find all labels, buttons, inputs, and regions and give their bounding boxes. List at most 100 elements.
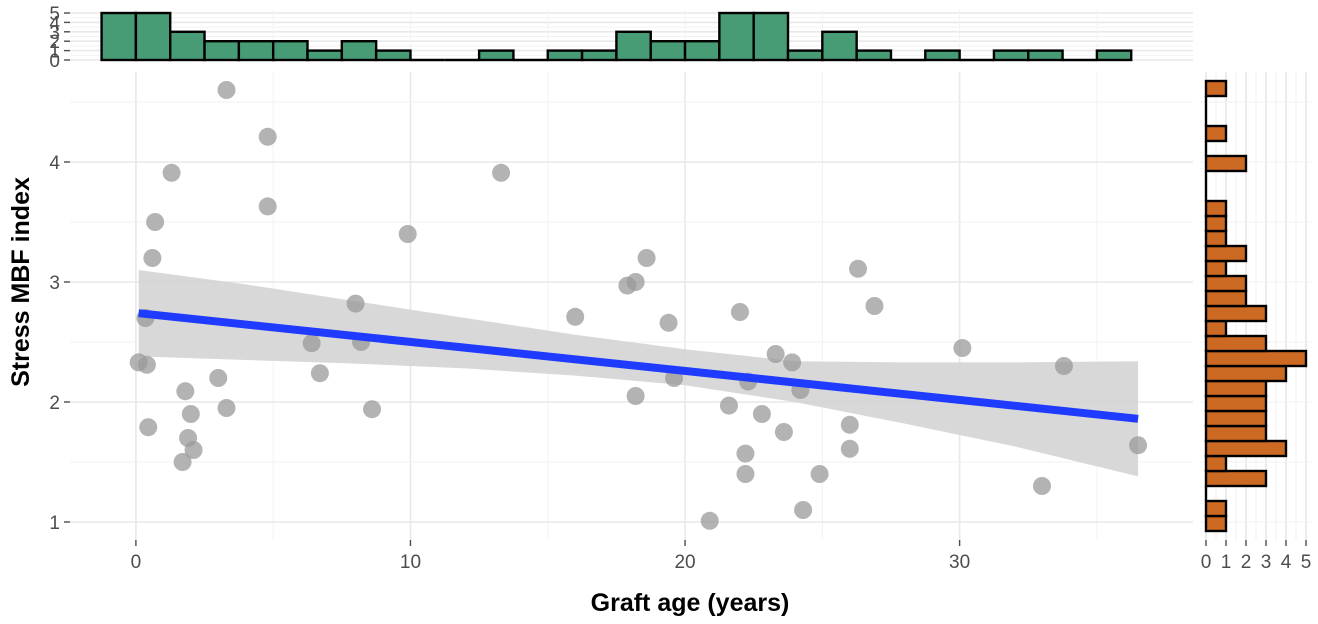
top-hist-y-tick-label: 4 (49, 13, 60, 34)
right-histogram-bar (1204, 304, 1268, 323)
confidence-band-layer (138, 270, 1139, 477)
right-histogram-bar (1204, 349, 1308, 368)
right-histogram-bars (1204, 79, 1308, 533)
trend-line-layer (138, 309, 1139, 423)
top-histogram-bar (100, 11, 138, 62)
scatter-point (774, 423, 793, 441)
top-histogram-bar (786, 49, 824, 62)
scatter-point (849, 259, 868, 278)
trend-line (138, 309, 1139, 423)
scatter-point (258, 127, 277, 146)
y-axis-title: Stress MBF index (7, 177, 35, 387)
scatter-point (258, 197, 277, 216)
scatter-point (302, 334, 321, 353)
scatter-point (181, 405, 200, 423)
top-histogram-bar (477, 49, 515, 62)
scatter-point (217, 399, 236, 417)
top-hist-y-tick-label: 2 (49, 32, 60, 53)
scatter-point (1054, 357, 1073, 375)
axis-ticks (64, 12, 1307, 546)
scatter-point (810, 465, 829, 483)
top-histogram-bar (855, 49, 893, 62)
right-histogram-bar (1204, 199, 1228, 218)
y-tick-label: 4 (49, 153, 60, 174)
right-histogram-bar (1204, 214, 1228, 233)
right-histogram-bar (1204, 499, 1228, 518)
scatter-point (139, 418, 158, 437)
scatter-point (719, 396, 738, 415)
x-tick-label: 20 (674, 552, 695, 573)
right-histogram-bar (1204, 394, 1268, 413)
scatter-point (626, 273, 645, 291)
top-hist-y-tick-label: 1 (49, 42, 60, 63)
top-histogram-bar (237, 40, 275, 62)
top-histogram-bar (1095, 49, 1133, 62)
top-hist-y-tick-label: 3 (49, 23, 60, 44)
right-histogram-bar (1204, 364, 1288, 383)
scatter-point (752, 405, 771, 423)
scatter-point (398, 225, 417, 243)
top-histogram-bar (752, 11, 790, 62)
top-histogram-bar (580, 49, 618, 62)
scatter-point (736, 465, 755, 483)
top-histogram-bar (340, 40, 378, 62)
right-hist-x-tick-label: 0 (1201, 552, 1212, 573)
top-hist-y-tick-label: 5 (49, 4, 60, 25)
scatter-point (700, 511, 719, 530)
scatter-point (209, 369, 228, 387)
scatter-point (953, 339, 972, 357)
right-histogram-bar (1204, 514, 1228, 533)
scatter-point (840, 415, 859, 434)
right-hist-x-tick-label: 5 (1301, 552, 1312, 573)
top-histogram-bar (271, 40, 309, 62)
scatter-point (173, 453, 192, 471)
scatter-point (736, 444, 755, 463)
right-hist-x-tick-label: 4 (1281, 552, 1292, 573)
scatter-point (865, 297, 884, 315)
right-histogram-bar (1204, 439, 1288, 458)
top-histogram-bar (992, 49, 1030, 62)
scatter-point (146, 213, 165, 231)
right-hist-x-tick-label: 1 (1221, 552, 1232, 573)
right-histogram-bar (1204, 319, 1228, 338)
top-histogram-bar (203, 40, 241, 62)
right-histogram-bar (1204, 289, 1248, 308)
right-histogram-bar (1204, 454, 1228, 473)
x-tick-label: 30 (949, 552, 970, 573)
right-histogram-bar (1204, 244, 1248, 263)
top-histogram-bar (718, 11, 755, 62)
top-histogram-bar (1027, 49, 1064, 62)
top-histogram-bar (546, 49, 584, 62)
top-histogram-bars (100, 11, 1133, 62)
top-histogram-bar (649, 40, 687, 62)
right-histogram-bar (1204, 124, 1228, 143)
scatter-point (637, 249, 656, 267)
right-histogram-bar (1204, 469, 1268, 488)
scatter-point (626, 387, 645, 405)
scatter-point (176, 382, 195, 401)
right-histogram-bar (1204, 154, 1248, 173)
right-histogram-bar (1204, 334, 1268, 353)
scatter-point (566, 307, 585, 326)
top-histogram-bar (306, 49, 344, 62)
right-histogram-bar (1204, 274, 1248, 293)
scatter-point (492, 163, 511, 182)
scatter-point (730, 303, 749, 321)
top-histogram-bar (374, 49, 412, 62)
scatter-point (184, 441, 203, 459)
right-histogram-bar (1204, 409, 1268, 428)
scatter-point (783, 353, 802, 372)
right-histogram-bar (1204, 229, 1228, 248)
x-tick-label: 10 (400, 552, 421, 573)
top-hist-y-tick-label: 0 (49, 51, 60, 72)
y-tick-label: 3 (49, 273, 60, 294)
top-histogram-bar (924, 49, 961, 62)
scatter-point (363, 400, 382, 419)
scatter-point (1032, 477, 1051, 495)
scatter-point (346, 294, 365, 313)
scatter-point (794, 501, 813, 519)
right-hist-x-tick-label: 2 (1241, 552, 1252, 573)
scatter-point (659, 313, 678, 332)
scatter-point (143, 249, 162, 267)
